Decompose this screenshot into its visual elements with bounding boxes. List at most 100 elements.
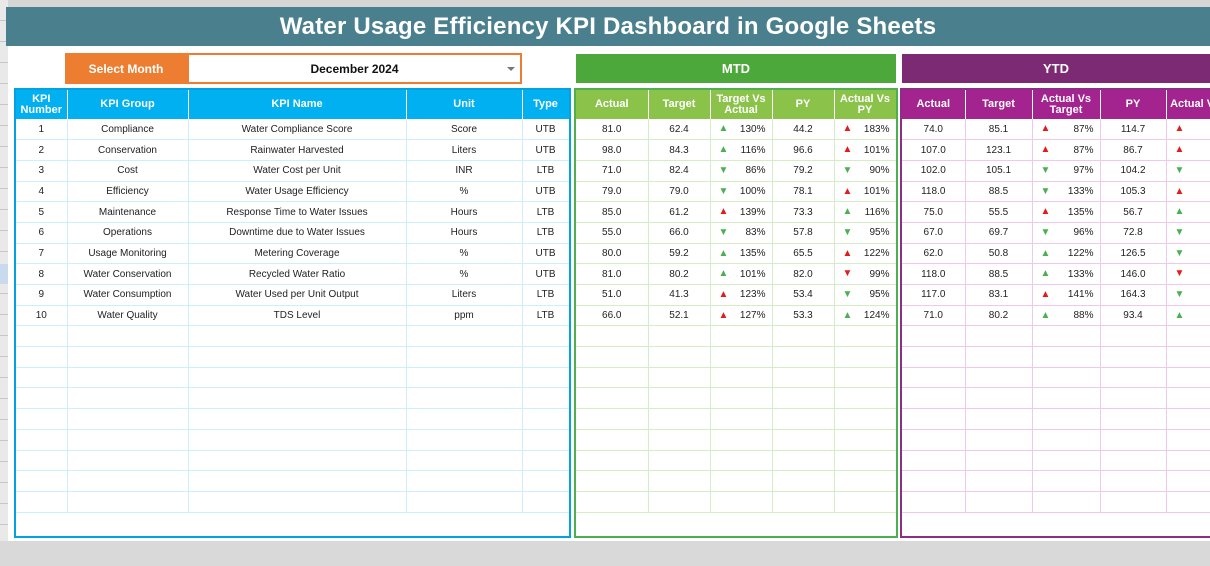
kpi-empty-cell[interactable]: [406, 367, 523, 389]
mtd-target-vs-actual-cell[interactable]: ▼ 86%: [710, 160, 773, 182]
kpi-empty-cell[interactable]: [67, 429, 189, 451]
ytd-actual-cell[interactable]: 67.0: [902, 222, 966, 244]
ytd-empty-cell[interactable]: [1032, 470, 1101, 492]
kpi-number-cell[interactable]: 5: [16, 201, 68, 223]
mtd-actual-cell[interactable]: 55.0: [576, 222, 649, 244]
mtd-empty-cell[interactable]: [576, 450, 649, 472]
ytd-actual-vs-py-cell[interactable]: ▼7: [1166, 284, 1210, 306]
kpi-unit-cell[interactable]: Liters: [406, 284, 523, 306]
mtd-empty-cell[interactable]: [834, 450, 896, 472]
ytd-actual-vs-py-cell[interactable]: ▲13: [1166, 201, 1210, 223]
ytd-target-cell[interactable]: 55.5: [965, 201, 1033, 223]
ytd-empty-cell[interactable]: [965, 450, 1033, 472]
ytd-empty-cell[interactable]: [965, 470, 1033, 492]
kpi-empty-cell[interactable]: [16, 450, 68, 472]
mtd-target-vs-actual-cell[interactable]: ▲ 116%: [710, 139, 773, 161]
mtd-empty-cell[interactable]: [576, 491, 649, 513]
kpi-empty-cell[interactable]: [188, 429, 407, 451]
ytd-py-cell[interactable]: 114.7: [1100, 119, 1167, 141]
kpi-empty-cell[interactable]: [16, 387, 68, 410]
ytd-empty-cell[interactable]: [902, 325, 966, 348]
kpi-empty-cell[interactable]: [67, 491, 189, 513]
mtd-actual-vs-py-cell[interactable]: ▼ 99%: [834, 263, 896, 285]
mtd-empty-cell[interactable]: [772, 450, 835, 472]
kpi-empty-cell[interactable]: [406, 387, 523, 410]
ytd-actual-cell[interactable]: 74.0: [902, 119, 966, 141]
mtd-actual-cell[interactable]: 71.0: [576, 160, 649, 182]
mtd-empty-cell[interactable]: [834, 491, 896, 513]
mtd-actual-cell[interactable]: 51.0: [576, 284, 649, 306]
ytd-py-cell[interactable]: 72.8: [1100, 222, 1167, 244]
mtd-empty-cell[interactable]: [576, 387, 649, 410]
mtd-actual-cell[interactable]: 85.0: [576, 201, 649, 223]
mtd-actual-vs-py-cell[interactable]: ▼ 90%: [834, 160, 896, 182]
ytd-actual-vs-py-cell[interactable]: ▲11: [1166, 181, 1210, 203]
ytd-empty-cell[interactable]: [1032, 450, 1101, 472]
mtd-target-vs-actual-cell[interactable]: ▼ 83%: [710, 222, 773, 244]
ytd-actual-vs-py-cell[interactable]: ▼9: [1166, 160, 1210, 182]
kpi-type-cell[interactable]: UTB: [522, 139, 569, 161]
kpi-empty-cell[interactable]: [522, 387, 569, 410]
ytd-empty-cell[interactable]: [1100, 387, 1167, 410]
chevron-down-icon[interactable]: [507, 67, 515, 71]
kpi-type-cell[interactable]: UTB: [522, 181, 569, 203]
ytd-empty-cell[interactable]: [1032, 387, 1101, 410]
ytd-actual-vs-target-cell[interactable]: ▼ 133%: [1032, 181, 1101, 203]
ytd-empty-cell[interactable]: [1166, 470, 1210, 492]
ytd-target-cell[interactable]: 50.8: [965, 243, 1033, 265]
ytd-empty-cell[interactable]: [1100, 346, 1167, 368]
kpi-empty-cell[interactable]: [406, 325, 523, 348]
kpi-empty-cell[interactable]: [67, 346, 189, 368]
mtd-empty-cell[interactable]: [710, 450, 773, 472]
kpi-empty-cell[interactable]: [67, 367, 189, 389]
kpi-empty-cell[interactable]: [67, 470, 189, 492]
kpi-type-cell[interactable]: LTB: [522, 284, 569, 306]
mtd-empty-cell[interactable]: [710, 470, 773, 492]
kpi-empty-cell[interactable]: [16, 429, 68, 451]
mtd-empty-cell[interactable]: [648, 346, 711, 368]
kpi-group-cell[interactable]: Cost: [67, 160, 189, 182]
kpi-empty-cell[interactable]: [522, 346, 569, 368]
ytd-target-cell[interactable]: 80.2: [965, 305, 1033, 327]
ytd-empty-cell[interactable]: [965, 491, 1033, 513]
mtd-target-cell[interactable]: 82.4: [648, 160, 711, 182]
mtd-empty-cell[interactable]: [648, 387, 711, 410]
ytd-actual-vs-target-cell[interactable]: ▲ 122%: [1032, 243, 1101, 265]
kpi-number-cell[interactable]: 1: [16, 119, 68, 141]
ytd-empty-cell[interactable]: [1100, 491, 1167, 513]
mtd-empty-cell[interactable]: [772, 408, 835, 430]
kpi-empty-cell[interactable]: [406, 346, 523, 368]
ytd-empty-cell[interactable]: [1032, 346, 1101, 368]
ytd-target-cell[interactable]: 69.7: [965, 222, 1033, 244]
mtd-actual-vs-py-cell[interactable]: ▲ 116%: [834, 201, 896, 223]
mtd-py-cell[interactable]: 53.4: [772, 284, 835, 306]
mtd-empty-cell[interactable]: [772, 325, 835, 348]
kpi-unit-cell[interactable]: %: [406, 263, 523, 285]
kpi-empty-cell[interactable]: [522, 450, 569, 472]
mtd-empty-cell[interactable]: [772, 367, 835, 389]
ytd-empty-cell[interactable]: [902, 408, 966, 430]
ytd-actual-vs-target-cell[interactable]: ▼ 97%: [1032, 160, 1101, 182]
kpi-empty-cell[interactable]: [522, 491, 569, 513]
kpi-empty-cell[interactable]: [16, 408, 68, 430]
mtd-empty-cell[interactable]: [576, 346, 649, 368]
kpi-name-cell[interactable]: Response Time to Water Issues: [188, 201, 407, 223]
kpi-empty-cell[interactable]: [406, 491, 523, 513]
mtd-target-vs-actual-cell[interactable]: ▲ 127%: [710, 305, 773, 327]
ytd-empty-cell[interactable]: [965, 346, 1033, 368]
mtd-empty-cell[interactable]: [648, 367, 711, 389]
kpi-unit-cell[interactable]: %: [406, 243, 523, 265]
ytd-empty-cell[interactable]: [1100, 429, 1167, 451]
ytd-target-cell[interactable]: 123.1: [965, 139, 1033, 161]
mtd-actual-vs-py-cell[interactable]: ▼ 95%: [834, 284, 896, 306]
ytd-empty-cell[interactable]: [965, 325, 1033, 348]
mtd-target-cell[interactable]: 66.0: [648, 222, 711, 244]
ytd-actual-vs-target-cell[interactable]: ▲ 87%: [1032, 139, 1101, 161]
mtd-target-cell[interactable]: 59.2: [648, 243, 711, 265]
ytd-empty-cell[interactable]: [902, 491, 966, 513]
ytd-empty-cell[interactable]: [1166, 491, 1210, 513]
kpi-empty-cell[interactable]: [188, 367, 407, 389]
ytd-actual-vs-py-cell[interactable]: ▼: [1166, 243, 1210, 265]
kpi-empty-cell[interactable]: [67, 408, 189, 430]
mtd-target-vs-actual-cell[interactable]: ▲ 139%: [710, 201, 773, 223]
